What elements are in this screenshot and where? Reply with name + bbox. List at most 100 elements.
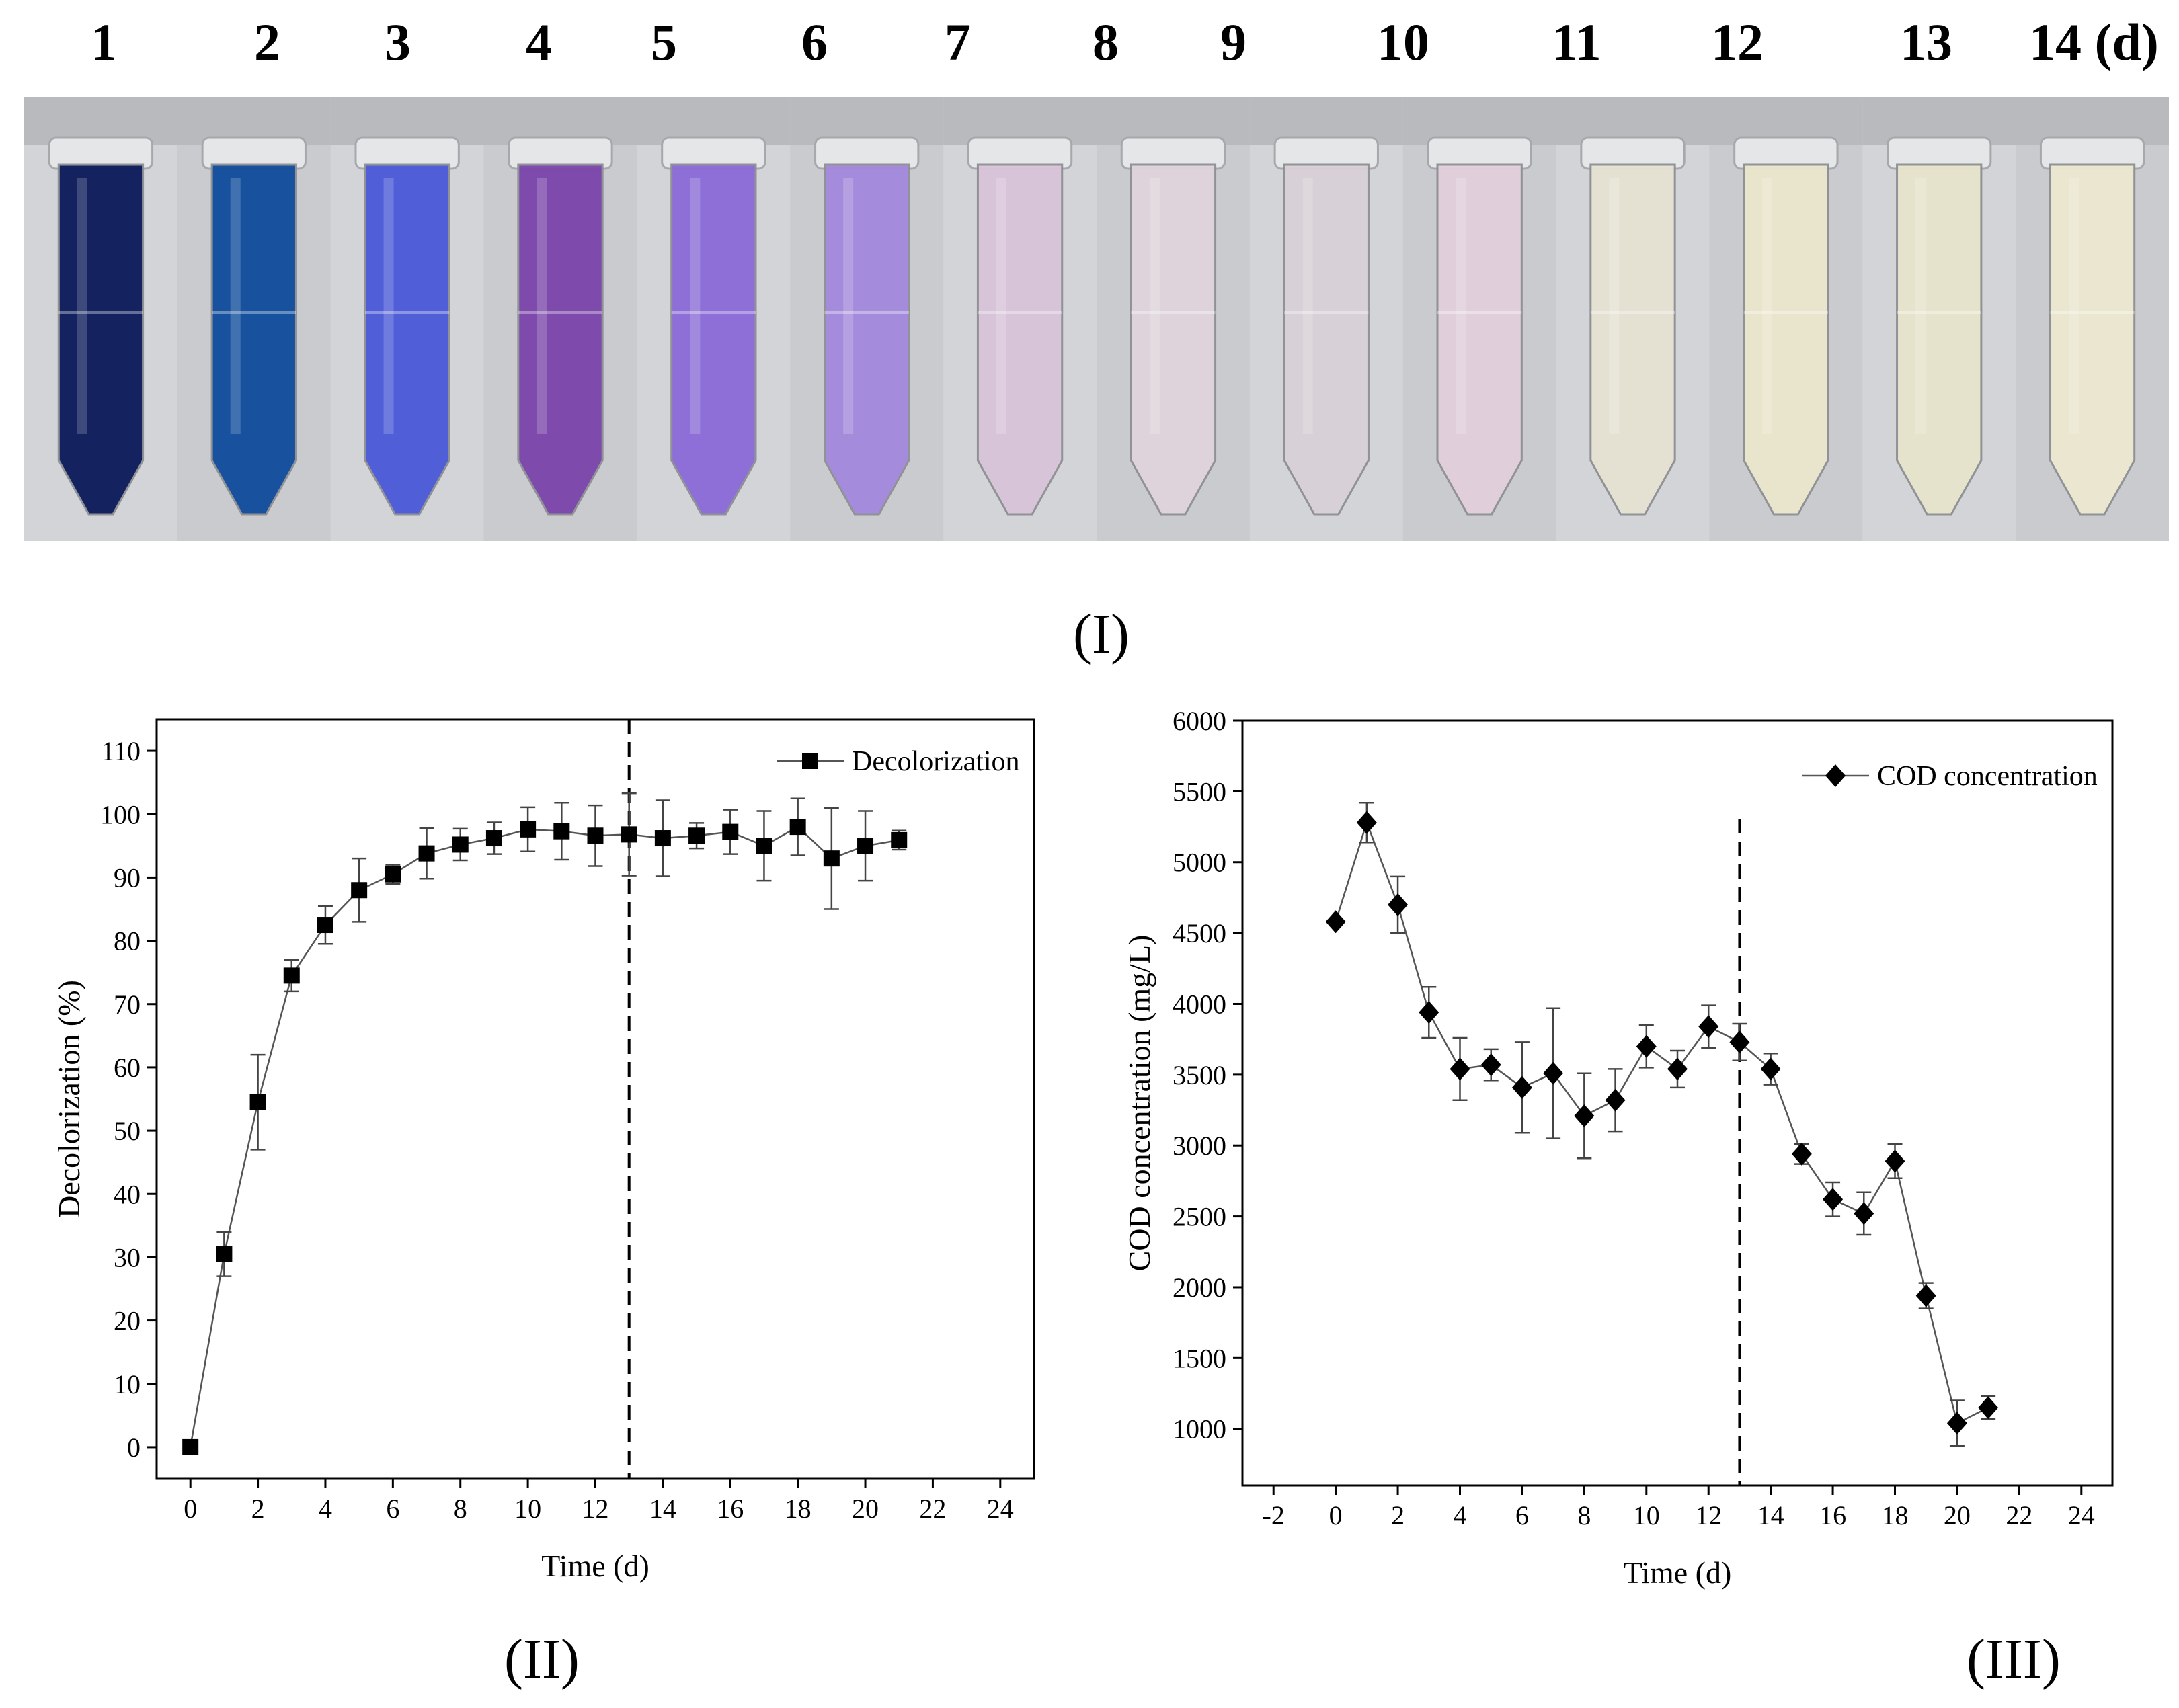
data-point-square: [688, 827, 705, 844]
tube-highlight-14: [2068, 178, 2079, 434]
data-point-square: [216, 1246, 233, 1262]
x-tick-label: 14: [649, 1494, 676, 1524]
y-tick-label: 60: [114, 1053, 141, 1083]
data-point-square: [891, 831, 908, 848]
tube-liquid-1: [57, 163, 145, 516]
x-tick-label: 22: [2006, 1500, 2032, 1531]
day-label-5: 5: [651, 13, 677, 71]
x-tick-label: 2: [1391, 1500, 1404, 1531]
y-tick-label: 3500: [1173, 1060, 1226, 1090]
y-tick-label: 4500: [1173, 918, 1226, 948]
data-point-square: [722, 823, 739, 840]
y-tick-label: 2500: [1173, 1202, 1226, 1232]
tube-photo-strip: [24, 97, 2169, 541]
data-point-diamond: [1636, 1034, 1657, 1058]
tube-cap-band-12: [1709, 97, 1864, 145]
day-label-1: 1: [91, 13, 117, 71]
tube-highlight-7: [996, 178, 1007, 434]
y-tick-label: 4000: [1173, 989, 1226, 1019]
x-tick-label: 10: [1633, 1500, 1660, 1531]
tube-liquid-13: [1896, 163, 1983, 516]
y-tick-label: 1000: [1173, 1414, 1226, 1445]
tube-liquid-12: [1743, 163, 1829, 516]
x-axis-title: Time (d): [541, 1549, 649, 1583]
x-tick-label: 6: [386, 1494, 399, 1524]
series-line: [189, 825, 900, 1448]
y-tick-label: 0: [127, 1432, 141, 1463]
tube-highlight-12: [1762, 178, 1773, 434]
data-point-diamond: [1605, 1088, 1626, 1112]
day-label-10: 10: [1377, 13, 1429, 71]
data-point-diamond: [1574, 1104, 1595, 1127]
x-tick-label: 2: [251, 1494, 265, 1524]
tube-highlight-1: [77, 178, 87, 434]
tube-liquid-5: [670, 163, 757, 516]
data-point-diamond: [1325, 910, 1346, 934]
data-point-square: [857, 838, 874, 854]
data-point-diamond: [1511, 1075, 1532, 1099]
data-point-square: [654, 830, 671, 847]
tube-highlight-9: [1302, 178, 1313, 434]
data-point-diamond: [1915, 1284, 1936, 1307]
day-label-8: 8: [1093, 13, 1119, 71]
tube-liquid-6: [824, 163, 910, 516]
data-point-square: [553, 823, 570, 840]
y-tick-label: 20: [114, 1306, 141, 1336]
tube-cap-band-7: [943, 97, 1097, 145]
day-label-12: 12: [1711, 13, 1764, 71]
tube-liquid-3: [364, 163, 450, 516]
y-tick-label: 10: [114, 1369, 141, 1399]
y-tick-label: 1500: [1173, 1343, 1226, 1373]
data-point-diamond: [1885, 1149, 1905, 1173]
tube-cap-band-11: [1556, 97, 1710, 145]
day-label-3: 3: [385, 13, 411, 71]
day-label-2: 2: [254, 13, 280, 71]
data-point-diamond: [1729, 1030, 1750, 1054]
x-axis-title: Time (d): [1624, 1555, 1732, 1590]
day-label-6: 6: [801, 13, 828, 71]
tube-liquid-7: [976, 163, 1064, 516]
tube-cap-band-5: [637, 97, 791, 145]
data-point-diamond: [1667, 1057, 1688, 1081]
tube-cap-band-13: [1862, 97, 2017, 145]
y-tick-label: 5000: [1173, 848, 1226, 878]
data-point-square: [182, 1438, 199, 1455]
tube-highlight-2: [230, 178, 241, 434]
x-tick-label: 24: [2068, 1500, 2095, 1531]
tube-liquid-4: [517, 163, 604, 516]
x-tick-label: 20: [852, 1494, 879, 1524]
tube-cap-band-6: [790, 97, 945, 145]
x-tick-label: 18: [785, 1494, 811, 1524]
legend-marker: [802, 753, 818, 769]
data-point-square: [789, 819, 806, 836]
x-tick-label: 8: [1577, 1500, 1591, 1531]
panel-label-three: (III): [1967, 1628, 2061, 1691]
x-tick-label: 0: [1329, 1500, 1343, 1531]
y-axis-title: Decolorization (%): [52, 980, 86, 1218]
tube-highlight-8: [1149, 178, 1160, 434]
x-tick-label: 10: [514, 1494, 541, 1524]
panel-label-one: (I): [1073, 603, 1130, 665]
day-label-7: 7: [945, 13, 971, 71]
tube-highlight-10: [1456, 178, 1466, 434]
legend-label: COD concentration: [1877, 761, 2098, 792]
data-point-diamond: [1854, 1202, 1874, 1225]
tube-liquid-9: [1283, 163, 1370, 516]
tube-cap-band-4: [483, 97, 638, 145]
y-tick-label: 110: [101, 736, 141, 766]
y-tick-label: 30: [114, 1242, 141, 1272]
data-point-square: [249, 1094, 266, 1110]
y-tick-label: 6000: [1173, 706, 1226, 736]
tube-liquid-10: [1436, 163, 1523, 516]
x-tick-label: 18: [1882, 1500, 1909, 1531]
series-line: [1335, 819, 1989, 1425]
data-point-square: [756, 838, 772, 854]
data-point-diamond: [1946, 1412, 1967, 1435]
data-point-diamond: [1480, 1053, 1501, 1077]
tube-highlight-6: [843, 178, 854, 434]
tube-cap-band-14: [2016, 97, 2169, 145]
x-tick-label: 20: [1944, 1500, 1971, 1531]
x-tick-label: 8: [454, 1494, 467, 1524]
tube-liquid-11: [1589, 163, 1676, 516]
data-point-square: [485, 830, 502, 847]
